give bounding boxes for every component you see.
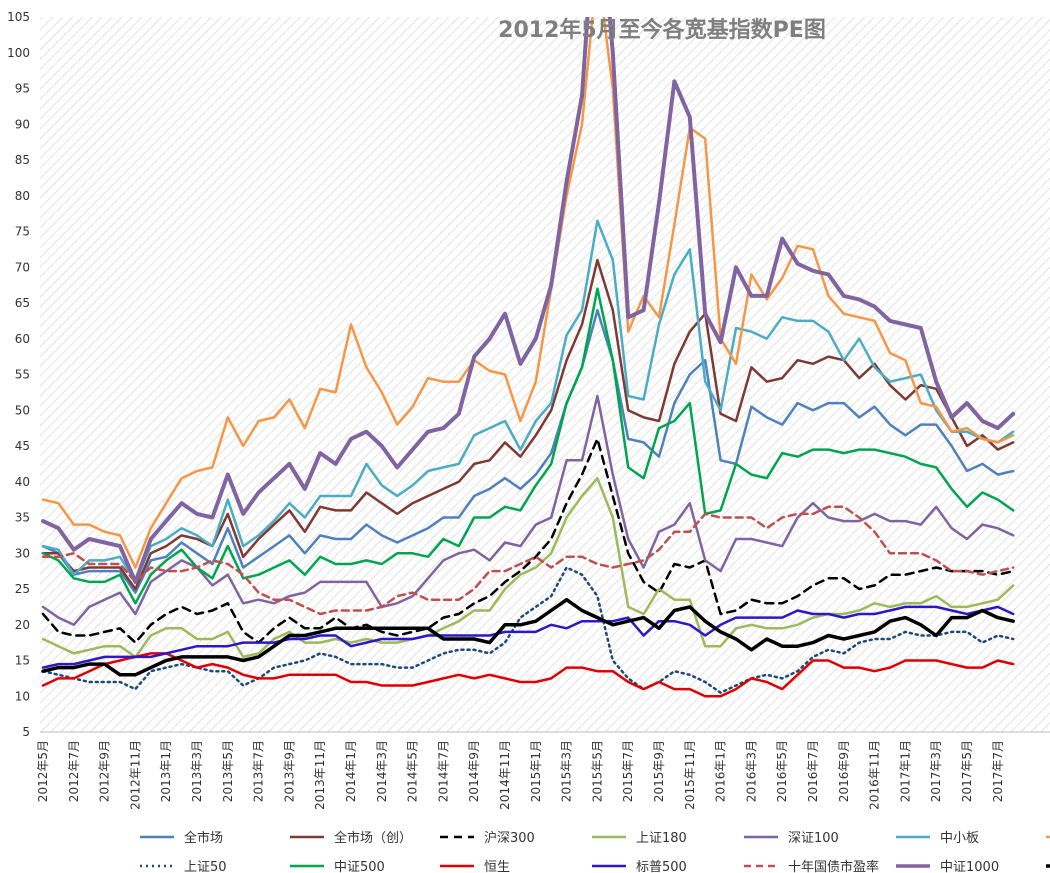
legend-label: 深证100 — [788, 831, 839, 846]
y-tick-label: 45 — [15, 439, 30, 453]
legend-label: 标普500 — [636, 860, 687, 873]
x-tick-label: 2012年9月 — [98, 740, 112, 802]
series-line-5 — [41, 219, 1015, 584]
x-tick-label: 2013年3月 — [190, 740, 204, 802]
series-line-9 — [41, 652, 1015, 698]
y-tick-label: 80 — [15, 189, 30, 203]
legend-label: 沪深300 — [484, 830, 535, 846]
series-line-1 — [41, 258, 1015, 591]
legend-label: 恒生 — [484, 860, 510, 873]
series-line-6 — [41, 17, 1015, 569]
chart-title: 2012年5月至今各宽基指数PE图 — [498, 17, 826, 43]
y-tick-label: 5 — [22, 725, 30, 739]
x-tick-label: 2017年3月 — [929, 740, 943, 802]
legend-label: 十年国债市盈率 — [788, 859, 879, 873]
x-tick-label: 2016年5月 — [775, 740, 789, 802]
x-tick-label: 2016年11月 — [868, 740, 882, 810]
series-line-7 — [41, 566, 1015, 694]
x-tick-label: 2013年11月 — [313, 740, 327, 810]
x-tick-label: 2017年7月 — [991, 740, 1005, 802]
y-tick-label: 105 — [7, 10, 30, 24]
y-tick-label: 70 — [15, 260, 30, 274]
legend-label: 中证1000 — [940, 860, 999, 873]
x-tick-label: 2015年5月 — [590, 740, 604, 802]
x-tick-label: 2013年7月 — [252, 740, 266, 802]
y-tick-label: 95 — [15, 82, 30, 96]
series-line-10 — [41, 605, 1015, 669]
x-tick-label: 2014年5月 — [406, 740, 420, 802]
series-layer — [41, 17, 1016, 698]
x-tick-label: 2014年1月 — [344, 740, 358, 802]
legend-label: 上证180 — [636, 831, 687, 846]
x-tick-label: 2015年7月 — [621, 740, 635, 802]
x-tick-label: 2012年7月 — [67, 740, 81, 802]
x-tick-label: 2014年3月 — [375, 740, 389, 802]
x-tick-label: 2014年9月 — [467, 740, 481, 802]
series-line-13 — [41, 597, 1015, 677]
x-tick-label: 2017年5月 — [960, 740, 974, 802]
y-tick-label: 30 — [15, 546, 30, 560]
y-tick-label: 90 — [15, 117, 30, 131]
x-tick-label: 2014年11月 — [498, 740, 512, 810]
x-tick-label: 2013年9月 — [282, 740, 296, 802]
y-tick-label: 100 — [7, 46, 30, 60]
series-line-4 — [41, 394, 1015, 627]
x-tick-label: 2012年11月 — [128, 740, 142, 810]
x-tick-label: 2016年7月 — [806, 740, 820, 802]
x-tick-label: 2012年5月 — [36, 740, 50, 802]
legend-label: 中小板 — [940, 831, 979, 846]
y-tick-label: 35 — [15, 511, 30, 525]
y-tick-label: 40 — [15, 475, 30, 489]
legend-label: 上证50 — [184, 860, 227, 873]
x-tick-label: 2014年7月 — [436, 740, 450, 802]
y-tick-label: 75 — [15, 225, 30, 239]
legend-label: 全市场（创） — [334, 830, 412, 846]
x-tick-label: 2015年9月 — [652, 740, 666, 802]
y-tick-label: 10 — [15, 689, 30, 703]
x-tick-label: 2015年3月 — [560, 740, 574, 802]
x-tick-label: 2016年1月 — [714, 740, 728, 802]
y-axis: 5 10 15 20 25 30 35 40 45 50 55 60 65 70 75 80 85 90 95 100… — [7, 10, 1050, 739]
y-tick-label: 85 — [15, 153, 30, 167]
x-tick-label: 2017年1月 — [898, 740, 912, 802]
y-tick-label: 20 — [15, 618, 30, 632]
series-line-3 — [41, 476, 1015, 659]
y-tick-label: 15 — [15, 654, 30, 668]
x-axis: 2012年5月 2012年7月 2012年9月 2012年11月 2013年1月 2013… — [36, 740, 1005, 810]
y-tick-label: 65 — [15, 296, 30, 310]
series-line-12 — [41, 17, 1016, 584]
series-line-2 — [41, 437, 1015, 644]
y-tick-label: 60 — [15, 332, 30, 346]
x-tick-label: 2016年3月 — [744, 740, 758, 802]
y-tick-label: 25 — [15, 582, 30, 596]
series-line-0 — [41, 308, 1015, 594]
x-tick-label: 2013年5月 — [221, 740, 235, 802]
series-line-11 — [41, 505, 1015, 616]
series-line-8 — [41, 287, 1015, 605]
x-tick-label: 2013年1月 — [159, 740, 173, 802]
plot-area — [40, 17, 1050, 732]
y-tick-label: 55 — [15, 368, 30, 382]
legend-label: 中证500 — [334, 860, 385, 873]
x-tick-label: 2015年1月 — [529, 740, 543, 802]
x-tick-label: 2016年9月 — [837, 740, 851, 802]
legend-label: 全市场 — [184, 830, 223, 846]
x-tick-label: 2015年11月 — [683, 740, 697, 810]
y-tick-label: 50 — [15, 403, 30, 417]
